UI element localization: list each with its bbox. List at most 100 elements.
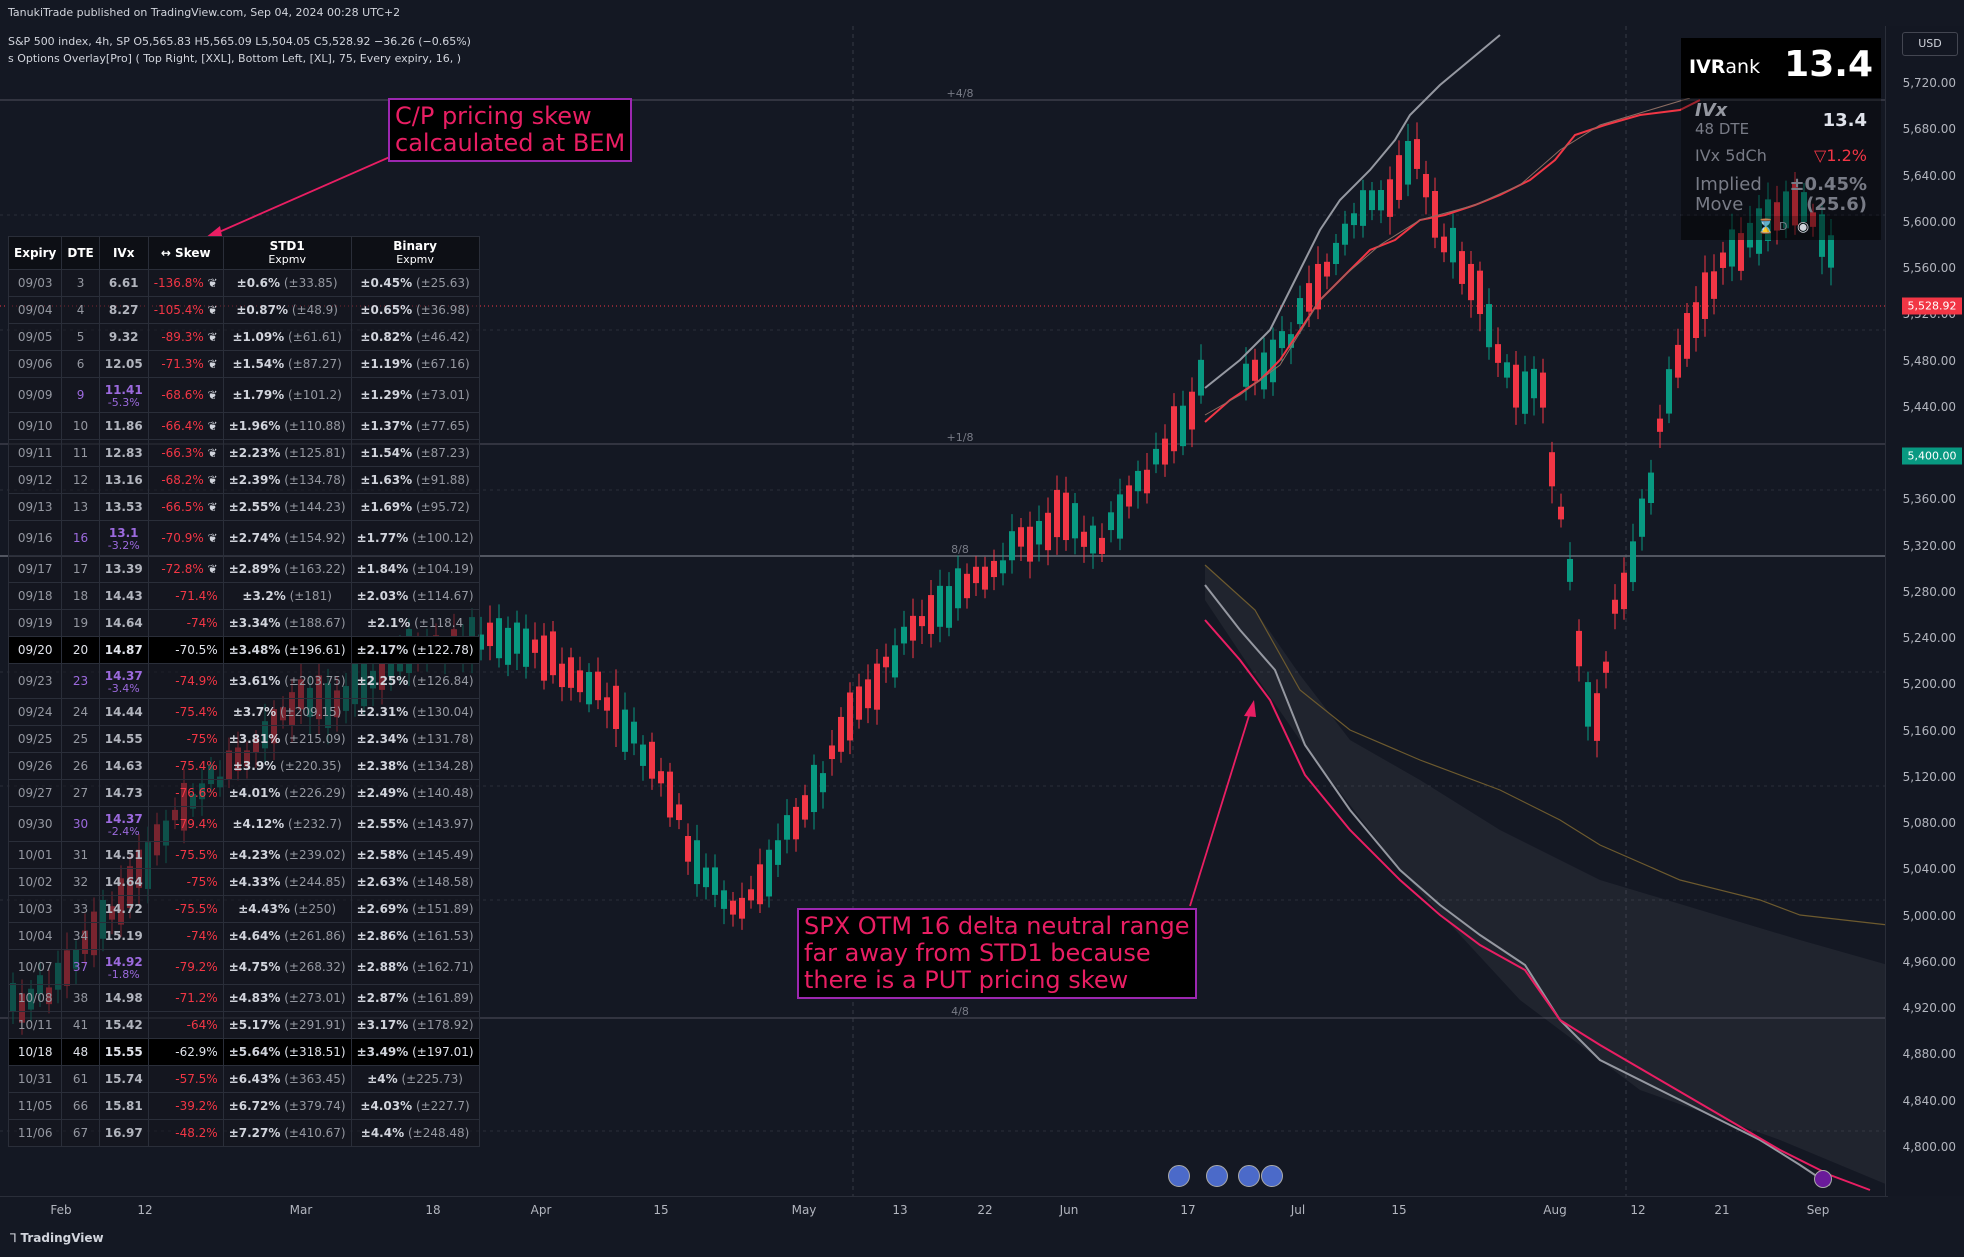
event-marker-icon[interactable] <box>1261 1165 1283 1187</box>
candle-body <box>1090 525 1096 554</box>
skew-cell: -105.4% ❦ <box>147 296 224 324</box>
candle-body <box>1297 298 1303 325</box>
candle-body <box>586 672 592 705</box>
table-row: 09/12 12 13.16 -68.2% ❦ ±2.39% (±134.78) ±1.6… <box>7 466 480 494</box>
skew-cell: -71.3% ❦ <box>147 350 224 378</box>
std1-pct: ±1.96% <box>228 419 281 433</box>
candle-body <box>685 836 691 862</box>
candle-body <box>1108 512 1114 531</box>
binary-cell: ±2.88% (±162.71) <box>350 949 480 985</box>
std1-pts: (±291.91) <box>284 1018 346 1032</box>
event-marker-icon[interactable] <box>1206 1165 1228 1187</box>
ghost-icon: ❦ <box>207 419 218 433</box>
ivx-cell: 13.1 -3.2% <box>98 520 149 556</box>
ivx-value: 9.32 <box>108 330 139 344</box>
time-label: Jul <box>1290 1203 1306 1217</box>
symbol-ohlc-line[interactable]: S&P 500 index, 4h, SP O5,565.83 H5,565.0… <box>8 35 471 48</box>
price-label: 5,480.00 <box>1902 353 1956 368</box>
candle-body <box>730 900 736 915</box>
ivx-value: 14.51 <box>104 848 143 862</box>
expiry-cell: 09/12 <box>7 466 63 494</box>
skew-value: -75.4% <box>175 705 218 719</box>
candle-body <box>667 771 673 818</box>
candle-body <box>595 671 601 701</box>
skew-cell: -74.9% <box>147 663 224 699</box>
candle-body <box>1324 261 1330 277</box>
candle-body <box>1585 682 1591 727</box>
ivx-cell: 6.61 <box>98 269 149 297</box>
dte-cell: 61 <box>61 1065 100 1093</box>
lower-std-line-white <box>1204 584 1831 1186</box>
skew-cell: -48.2% <box>147 1119 224 1147</box>
time-label: Jun <box>1059 1203 1079 1217</box>
std1-pct: ±0.6% <box>236 276 281 290</box>
candle-body <box>1828 235 1834 268</box>
table-row: 09/13 13 13.53 -66.5% ❦ ±2.55% (±144.23) ±1.6… <box>7 493 480 521</box>
candle-body <box>1180 405 1186 447</box>
candle-body <box>1576 630 1582 667</box>
std1-pct: ±4.01% <box>228 786 281 800</box>
candle-body <box>991 560 997 578</box>
candle-body <box>1738 233 1744 271</box>
expiry-cell: 09/30 <box>7 806 63 842</box>
candle-body <box>874 663 880 710</box>
ivx-value: 11.86 <box>104 419 143 433</box>
skew-cell: -79.4% <box>147 806 224 842</box>
expiry-cell: 10/18 <box>7 1038 63 1066</box>
current-price-tag: 5,528.92 <box>1902 297 1962 315</box>
binary-pct: ±0.82% <box>360 330 413 344</box>
candle-body <box>748 889 754 901</box>
event-marker-icon[interactable] <box>1238 1165 1260 1187</box>
binary-cell: ±2.17% (±122.78) <box>350 636 480 664</box>
ivx-cell: 14.64 <box>98 609 149 637</box>
candle-body <box>514 622 520 654</box>
expiry-cell: 09/26 <box>7 752 63 780</box>
std1-pct: ±6.43% <box>228 1072 281 1086</box>
time-label: 12 <box>137 1203 153 1217</box>
std1-pts: (±110.88) <box>284 419 346 433</box>
candle-body <box>1423 173 1429 198</box>
binary-pts: (±100.12) <box>412 531 474 545</box>
skew-cell: -66.5% ❦ <box>147 493 224 521</box>
expiry-cell: 09/09 <box>7 377 63 413</box>
binary-pct: ±2.34% <box>356 732 409 746</box>
std1-pts: (±134.78) <box>284 473 346 487</box>
event-marker-icon[interactable] <box>1168 1165 1190 1187</box>
candle-body <box>820 773 826 793</box>
time-label: 15 <box>653 1203 669 1217</box>
skew-cell: -75% <box>147 868 224 896</box>
time-axis[interactable]: Feb 12 Mar 18 Apr 15 May 13 22 Jun 17 Jul 15 Aug 12 21 S… <box>0 1196 1888 1223</box>
d-icon: D <box>1779 220 1788 233</box>
std1-cell: ±6.72% (±379.74) <box>222 1092 352 1120</box>
indicator-legend[interactable]: s Options Overlay[Pro] ( Top Right, [XXL… <box>8 52 461 65</box>
binary-pts: (±91.88) <box>415 473 470 487</box>
ivx-value: 14.44 <box>104 705 143 719</box>
ivx-cell: 14.64 <box>98 868 149 896</box>
ivx-change: -3.2% <box>107 538 140 552</box>
binary-pct: ±2.55% <box>356 817 409 831</box>
price-axis[interactable]: 5,720.00 5,680.00 5,640.00 5,600.00 5,560.00… <box>1885 26 1964 1196</box>
expiry-cell: 09/11 <box>7 439 63 467</box>
expiry-cell: 09/06 <box>7 350 63 378</box>
binary-cell: ±2.87% (±161.89) <box>350 984 480 1012</box>
binary-pts: (±161.53) <box>412 929 474 943</box>
lightning-icon[interactable] <box>1814 1170 1832 1188</box>
expiry-cell: 09/27 <box>7 779 63 807</box>
std1-pct: ±4.64% <box>228 929 281 943</box>
std1-pts: (±268.32) <box>284 960 346 974</box>
move-label: Move <box>1695 194 1744 215</box>
binary-cell: ±2.25% (±126.84) <box>350 663 480 699</box>
binary-cell: ±4.4% (±248.48) <box>350 1119 480 1147</box>
candle-body <box>928 595 934 634</box>
candle-body <box>865 679 871 709</box>
binary-pct: ±4.03% <box>360 1099 413 1113</box>
currency-button[interactable]: USD <box>1902 32 1958 56</box>
candle-body <box>802 795 808 820</box>
std1-cell: ±3.61% (±203.75) <box>222 663 352 699</box>
skew-cell: -39.2% <box>147 1092 224 1120</box>
skew-value: -62.9% <box>175 1045 218 1059</box>
skew-cell: -66.4% ❦ <box>147 412 224 440</box>
candle-body <box>1675 344 1681 378</box>
dte-cell: 41 <box>61 1011 100 1039</box>
